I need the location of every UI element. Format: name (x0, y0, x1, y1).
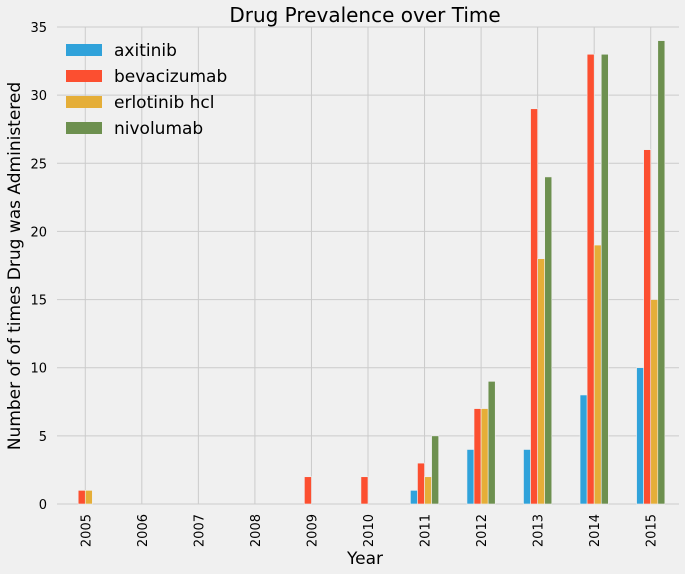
bar-axitinib-2015 (636, 367, 644, 505)
bar-axitinib-2014 (579, 394, 588, 505)
x-tick-label: 2011 (419, 514, 434, 547)
x-axis-label: Year (346, 549, 383, 569)
bar-nivolumab-2011 (431, 435, 439, 505)
bar-erlotinib-hcl-2011 (424, 476, 432, 505)
bar-axitinib-2011 (410, 490, 418, 505)
legend-swatch-nivolumab (66, 122, 102, 134)
bar-erlotinib-hcl-2013 (537, 258, 546, 505)
bar-bevacizumab-2012 (473, 408, 482, 505)
bar-bevacizumab-2005 (77, 490, 86, 505)
bar-erlotinib-hcl-2014 (593, 244, 602, 505)
bar-bevacizumab-2015 (643, 149, 652, 505)
y-tick-label: 30 (30, 89, 47, 104)
chart-title: Drug Prevalence over Time (229, 3, 500, 27)
y-tick-labels: 0 5 10 15 20 25 30 35 (30, 21, 47, 513)
x-tick-label: 2009 (305, 514, 320, 547)
bar-axitinib-2012 (466, 449, 475, 505)
x-tick-label: 2010 (362, 514, 377, 547)
y-tick-label: 0 (39, 498, 47, 513)
y-axis-label: Number of of times Drug was Administered (5, 82, 25, 450)
y-tick-label: 20 (30, 225, 47, 240)
legend: axitinib bevacizumab erlotinib hcl nivoluma… (66, 41, 227, 139)
bar-nivolumab-2014 (600, 53, 609, 505)
legend-swatch-axitinib (66, 44, 102, 56)
x-tick-label: 2005 (79, 514, 94, 547)
x-tick-label: 2006 (136, 514, 151, 547)
y-tick-label: 10 (30, 362, 47, 377)
bar-nivolumab-2013 (544, 176, 553, 505)
x-tick-labels: 2005 2006 2007 2008 2009 2010 2011 2012 2013 2014… (79, 514, 659, 547)
bar-bevacizumab-2014 (586, 53, 595, 505)
legend-swatch-bevacizumab (66, 70, 102, 82)
x-tick-label: 2012 (475, 514, 490, 547)
bar-erlotinib-hcl-2015 (650, 299, 659, 505)
x-tick-label: 2014 (588, 514, 603, 547)
x-tick-label: 2007 (192, 514, 207, 547)
bar-bevacizumab-2013 (530, 108, 538, 505)
bar-bevacizumab-2010 (360, 476, 369, 505)
y-tick-label: 5 (39, 430, 47, 445)
legend-swatch-erlotinib-hcl (66, 96, 102, 108)
x-tick-label: 2008 (249, 514, 264, 547)
y-tick-label: 15 (30, 294, 47, 309)
bar-bevacizumab-2009 (304, 476, 312, 505)
bar-erlotinib-hcl-2012 (480, 408, 489, 505)
y-tick-label: 35 (30, 21, 47, 36)
legend-label: nivolumab (114, 119, 203, 139)
y-tick-label: 25 (30, 157, 47, 172)
x-tick-label: 2013 (532, 514, 547, 547)
legend-label: bevacizumab (114, 67, 227, 87)
bar-nivolumab-2012 (487, 381, 496, 505)
bar-bevacizumab-2011 (417, 462, 425, 505)
bar-nivolumab-2015 (657, 40, 666, 505)
legend-label: erlotinib hcl (114, 93, 215, 113)
legend-label: axitinib (114, 41, 177, 61)
bars (77, 40, 666, 505)
bar-axitinib-2013 (523, 449, 531, 505)
bar-erlotinib-hcl-2005 (84, 490, 93, 505)
x-tick-label: 2015 (645, 514, 660, 547)
